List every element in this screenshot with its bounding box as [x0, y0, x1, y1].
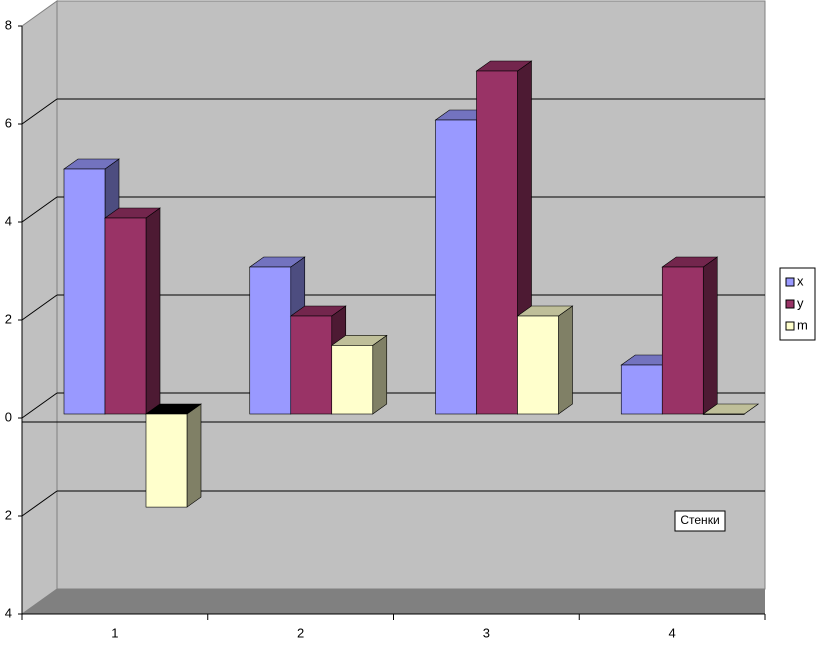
legend-swatch [785, 277, 795, 287]
legend-label: y [797, 295, 804, 310]
bar [702, 413, 745, 415]
bar [476, 70, 518, 415]
bar-side [702, 256, 718, 415]
bar [290, 315, 333, 415]
legend-swatch [785, 321, 795, 331]
legend-label: m [797, 317, 808, 332]
y-tick-label: 2 [5, 507, 12, 522]
legend-swatch [785, 299, 795, 309]
x-tick-label: 4 [669, 625, 676, 640]
bar [331, 345, 374, 415]
grid-line [21, 196, 58, 223]
x-tick-label: 3 [483, 625, 490, 640]
x-tick-label: 2 [297, 625, 304, 640]
bar [620, 364, 663, 415]
y-tick-label: 6 [5, 115, 12, 130]
y-tick-label: 4 [5, 605, 12, 620]
grid-line [21, 392, 58, 419]
bar [63, 168, 106, 415]
bar-side [186, 403, 202, 508]
bar [145, 413, 188, 508]
bar [517, 315, 559, 415]
bar-side [558, 305, 573, 415]
grid-line [21, 490, 58, 517]
legend-label: x [797, 273, 804, 288]
grid-line [21, 98, 58, 125]
bar [435, 119, 477, 415]
floor [22, 589, 765, 614]
y-tick-label: 0 [5, 409, 12, 424]
bar [661, 266, 704, 415]
x-tick-label: 1 [111, 625, 118, 640]
y-tick-label: 4 [5, 213, 12, 228]
y-tick-label: 8 [5, 17, 12, 32]
bar [249, 266, 292, 415]
bar-side [372, 334, 388, 415]
annotation-box [674, 510, 726, 532]
bar-side [145, 207, 161, 415]
grid-line [21, 294, 58, 321]
bar [104, 217, 147, 415]
y-tick-label: 2 [5, 311, 12, 326]
annotation: Стенки [680, 513, 719, 527]
